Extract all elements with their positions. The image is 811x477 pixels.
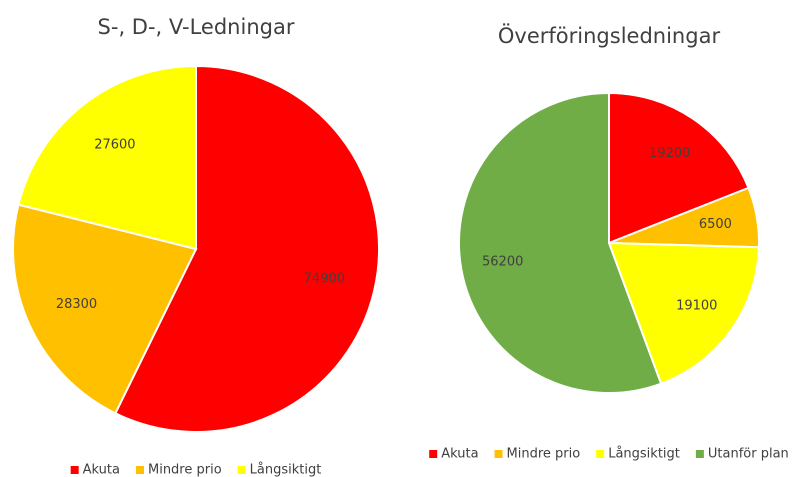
legend-swatch <box>429 450 438 458</box>
data-label: 28300 <box>56 297 97 312</box>
data-label: 56200 <box>482 255 523 270</box>
legend-label: Akuta <box>83 463 120 477</box>
pie-slice <box>114 64 380 433</box>
data-label: 6500 <box>699 217 732 232</box>
pie-slice <box>12 203 198 415</box>
legend-swatch <box>695 450 704 458</box>
pie-slice <box>608 91 750 245</box>
data-label: 74900 <box>304 271 345 286</box>
legend-label: Mindre prio <box>507 447 581 462</box>
data-label: 27600 <box>94 138 135 153</box>
legend-label: Utanför plan <box>708 447 789 462</box>
legend-label: Långsiktigt <box>250 463 322 477</box>
pie-slice <box>458 91 663 394</box>
chart-title: S-, D-, V-Ledningar <box>98 15 295 39</box>
legend-swatch <box>494 450 503 458</box>
legend-swatch <box>135 466 144 474</box>
legend: Akuta Mindre prio Långsiktigt Utanför plan <box>429 447 789 462</box>
chart-title: Överföringsledningar <box>498 23 721 48</box>
legend-swatch <box>596 450 605 458</box>
pie-slice <box>607 241 760 385</box>
legend-swatch <box>70 466 79 474</box>
legend-swatch <box>237 466 246 474</box>
data-label: 19100 <box>676 298 717 313</box>
legend: Akuta Mindre prio Långsiktigt <box>70 463 322 477</box>
legend-label: Långsiktigt <box>608 447 680 462</box>
legend-label: Mindre prio <box>148 463 222 477</box>
data-label: 19200 <box>649 146 690 161</box>
legend-label: Akuta <box>441 447 478 462</box>
pie-slice <box>17 64 197 251</box>
